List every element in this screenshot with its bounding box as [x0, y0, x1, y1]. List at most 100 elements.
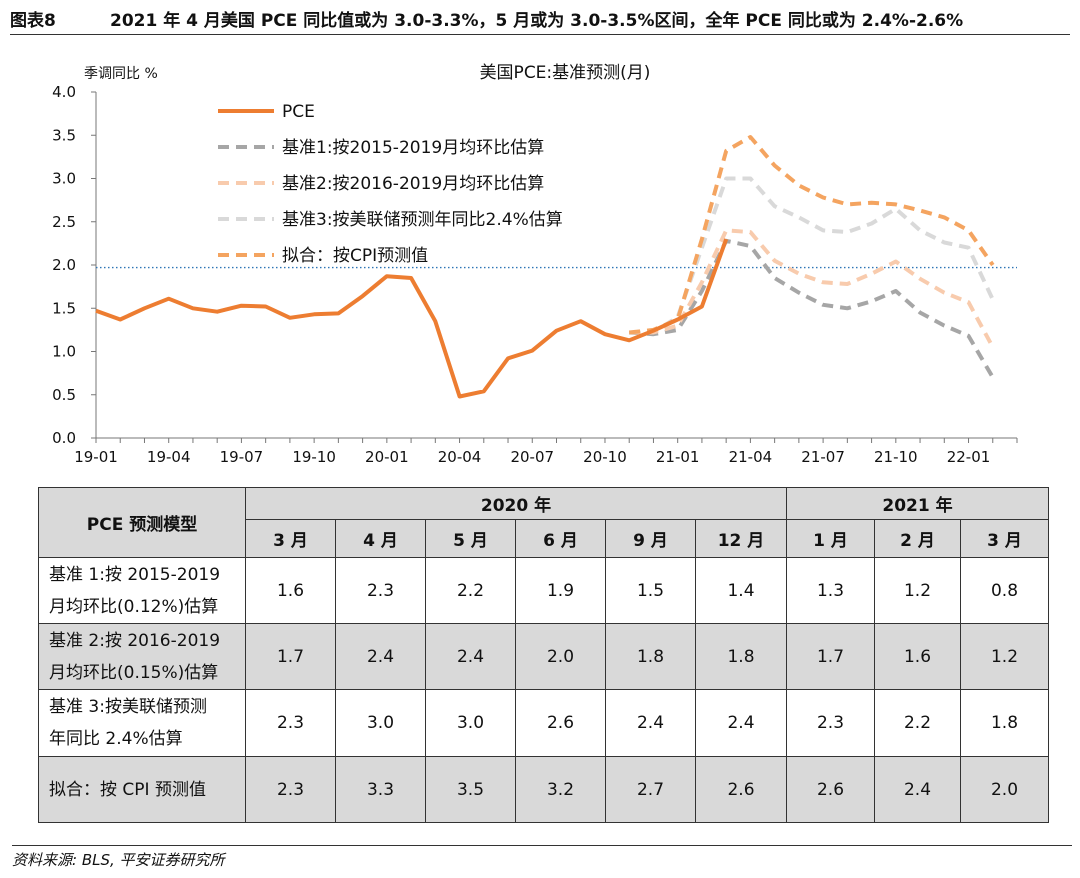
x-tick-label: 20-07 — [510, 448, 554, 466]
x-tick-label: 21-10 — [874, 448, 918, 466]
y-tick-label: 1.5 — [52, 299, 76, 317]
table-cell: 1.6 — [874, 623, 961, 690]
table-cell: 3.5 — [425, 756, 516, 823]
y-axis-label: 季调同比 % — [84, 66, 158, 82]
series-line-0 — [95, 238, 729, 399]
month-header: 12 月 — [695, 519, 787, 558]
y-tick-label: 2.5 — [52, 213, 76, 231]
series-line-3 — [629, 176, 995, 335]
row-label: 基准 3:按美联储预测 年同比 2.4%估算 — [38, 689, 246, 757]
x-tick-label: 22-01 — [947, 448, 991, 466]
table-cell: 1.4 — [695, 557, 787, 624]
table-row: 基准 2:按 2016-2019 月均环比(0.15%)估算 1.7 2.4 2.4 2.… — [38, 623, 1049, 690]
month-header: 3 月 — [960, 519, 1049, 558]
table-cell: 3.2 — [515, 756, 606, 823]
month-header: 1 月 — [786, 519, 875, 558]
month-header: 6 月 — [515, 519, 606, 558]
table-cell: 3.0 — [335, 689, 426, 757]
series-lines — [95, 135, 995, 399]
month-header: 3 月 — [245, 519, 336, 558]
y-tick-label: 3.0 — [52, 170, 76, 188]
figure-title: 2021 年 4 月美国 PCE 同比值或为 3.0-3.3%，5 月或为 3.… — [110, 11, 964, 31]
legend-label: 基准3:按美联储预测年同比2.4%估算 — [282, 210, 563, 230]
table-cell: 1.5 — [605, 557, 696, 624]
table-cell: 1.2 — [874, 557, 961, 624]
month-header: 5 月 — [425, 519, 516, 558]
y-tick-label: 0.5 — [52, 386, 76, 404]
source-note: 资料来源: BLS, 平安证券研究所 — [12, 845, 1072, 873]
table-cell: 2.6 — [515, 689, 606, 757]
table-cell: 1.6 — [245, 557, 336, 624]
x-tick-label: 20-10 — [583, 448, 627, 466]
row-label: 基准 1:按 2015-2019 月均环比(0.12%)估算 — [38, 557, 246, 624]
legend-label: PCE — [282, 102, 315, 122]
row-label-line: 拟合：按 CPI 预测值 — [49, 779, 206, 800]
y-tick-label: 3.5 — [52, 126, 76, 144]
month-header: 9 月 — [605, 519, 696, 558]
x-tick-label: 21-01 — [656, 448, 700, 466]
x-tick-label: 19-01 — [74, 448, 118, 466]
table-cell: 2.0 — [960, 756, 1049, 823]
month-header: 4 月 — [335, 519, 426, 558]
table-cell: 1.8 — [695, 623, 787, 690]
table-cell: 2.3 — [335, 557, 426, 624]
row-label-line: 月均环比(0.15%)估算 — [49, 662, 219, 683]
legend-label: 基准1:按2015-2019月均环比估算 — [282, 138, 544, 158]
table-cell: 2.3 — [245, 756, 336, 823]
legend-label: 拟合：按CPI预测值 — [282, 246, 428, 266]
x-tick-label: 20-04 — [438, 448, 482, 466]
legend-label: 基准2:按2016-2019月均环比估算 — [282, 174, 544, 194]
table-cell: 2.4 — [874, 756, 961, 823]
x-tick-label: 21-04 — [729, 448, 773, 466]
table-cell: 1.9 — [515, 557, 606, 624]
row-label-line: 基准 3:按美联储预测 — [49, 697, 207, 717]
legend: PCE 基准1:按2015-2019月均环比估算基准2:按2016-2019月均环… — [218, 102, 563, 266]
y-tick-label: 0.0 — [52, 429, 76, 447]
table-cell: 3.0 — [425, 689, 516, 757]
table-cell: 2.3 — [245, 689, 336, 757]
table-cell: 1.3 — [786, 557, 875, 624]
table-cell: 2.0 — [515, 623, 606, 690]
row-label-line: 基准 2:按 2016-2019 — [49, 630, 221, 651]
y-tick-label: 1.0 — [52, 343, 76, 361]
year-header-2020: 2020 年 — [245, 487, 787, 520]
row-label-line: 月均环比(0.12%)估算 — [49, 596, 219, 617]
table-cell: 2.2 — [425, 557, 516, 624]
x-tick-label: 21-07 — [801, 448, 845, 466]
row-label: 拟合：按 CPI 预测值 — [38, 756, 246, 823]
axes: 0.0 0.5 1.0 1.5 2.0 2.5 3.0 3.5 4.0 19-01 19-04 19-… — [52, 83, 1018, 466]
table-corner-header: PCE 预测模型 — [38, 487, 246, 558]
table-cell: 1.7 — [245, 623, 336, 690]
figure-header: 图表8 2021 年 4 月美国 PCE 同比值或为 3.0-3.3%，5 月或… — [10, 6, 1070, 35]
month-header: 2 月 — [874, 519, 961, 558]
row-label: 基准 2:按 2016-2019 月均环比(0.15%)估算 — [38, 623, 246, 690]
x-tick-label: 20-01 — [365, 448, 409, 466]
row-label-line: 基准 1:按 2015-2019 — [49, 564, 221, 585]
table-row: 拟合：按 CPI 预测值 2.3 3.3 3.5 3.2 2.7 2.6 2.6 2.4 2.0 — [38, 756, 1049, 823]
x-tick-label: 19-07 — [220, 448, 264, 466]
table-cell: 3.3 — [335, 756, 426, 823]
series-line-1 — [629, 238, 995, 379]
table-cell: 2.4 — [425, 623, 516, 690]
table-cell: 1.7 — [786, 623, 875, 690]
table-cell: 1.8 — [960, 689, 1049, 757]
table-cell: 2.4 — [695, 689, 787, 757]
year-header-2021: 2021 年 — [786, 487, 1049, 520]
chart-title: 美国PCE:基准预测(月) — [480, 63, 651, 83]
table-body: 基准 1:按 2015-2019 月均环比(0.12%)估算 1.6 2.3 2.2 1.… — [38, 557, 1049, 823]
table-cell: 2.6 — [786, 756, 875, 823]
pce-line-chart: 美国PCE:基准预测(月) 季调同比 % 0.0 0.5 1.0 1.5 2.0 2.5 3… — [52, 63, 1018, 466]
table-cell: 2.2 — [874, 689, 961, 757]
table-cell: 0.8 — [960, 557, 1049, 624]
y-tick-label: 2.0 — [52, 256, 76, 274]
table-cell: 2.3 — [786, 689, 875, 757]
series-line-4 — [628, 135, 995, 335]
y-tick-label: 4.0 — [52, 83, 76, 101]
table-row: 基准 1:按 2015-2019 月均环比(0.12%)估算 1.6 2.3 2.2 1.… — [38, 557, 1049, 624]
table-cell: 2.7 — [605, 756, 696, 823]
table-cell: 2.4 — [605, 689, 696, 757]
x-tick-label: 19-04 — [147, 448, 191, 466]
x-tick-label: 19-10 — [292, 448, 336, 466]
